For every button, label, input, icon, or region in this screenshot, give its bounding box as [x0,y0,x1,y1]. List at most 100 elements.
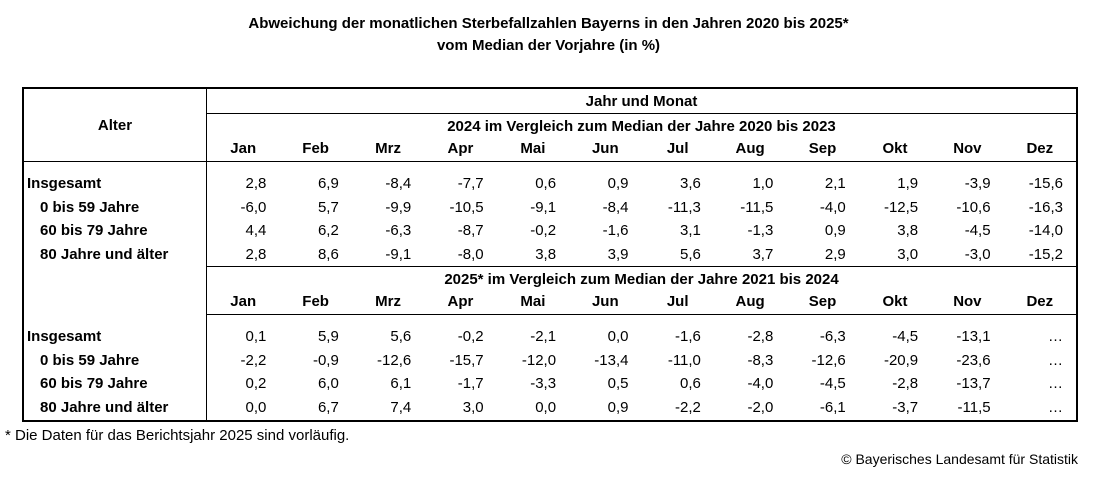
table-cell: 6,0 [317,375,339,392]
table-cell: -4,5 [892,328,919,345]
table-cell: -8,4 [602,198,629,216]
table-cell: 3,8 [535,245,557,263]
table-cell: 0,6 [680,375,701,392]
table-cell: 0,0 [535,398,557,416]
table-cell: -3,3 [530,375,557,392]
month-header-cell: Apr [447,140,474,157]
row-label: 60 bis 79 Jahre [40,222,148,239]
age-labels-block-2024: Insgesamt 0 bis 59 Jahre 60 bis 79 Jahre 80… [24,162,206,267]
month-header-cell: Feb [302,293,329,310]
month-header-cell: Okt [882,293,908,310]
table-cell: -1,3 [747,222,774,239]
row-label: 80 Jahre und älter [40,398,169,416]
row-label: 0 bis 59 Jahre [40,198,140,216]
table-cell: 5,6 [680,245,701,263]
mortality-deviation-table: Alter Insgesamt 0 bis 59 Jahre 60 bis 79 J… [22,87,1078,422]
table-cell: -1,6 [602,222,629,239]
table-cell: -2,2 [675,398,701,416]
table-cell: -2,2 [240,351,267,369]
table-row: 2,8 6,9 -8,4 -7,7 0,6 0,9 3,6 1,0 2,1 1,9 -3,9 -15,… [207,172,1076,196]
table-cell: -10,5 [449,198,484,216]
table-cell: 6,1 [390,375,412,392]
table-cell: 0,9 [607,175,629,192]
block-header-2025: 2025* im Vergleich zum Median der Jahre … [444,270,839,288]
table-cell: 0,9 [607,398,629,416]
data-columns: Jahr und Monat 2024 im Vergleich zum Med… [207,89,1076,420]
table-cell: -23,6 [956,351,991,369]
month-header-cell: Nov [953,140,982,157]
page-title: Abweichung der monatlichen Sterbefallzah… [0,13,1097,57]
data-block-2024: 2,8 6,9 -8,4 -7,7 0,6 0,9 3,6 1,0 2,1 1,9 -3,9 -15,… [207,162,1076,267]
table-cell: -12,5 [883,198,919,216]
row-label: 80 Jahre und älter [40,245,169,263]
table-cell: -3,0 [964,245,991,263]
table-cell: -4,0 [747,375,774,392]
table-cell: -8,7 [457,222,484,239]
age-column: Alter Insgesamt 0 bis 59 Jahre 60 bis 79 J… [24,89,207,420]
table-cell: 0,1 [245,328,267,345]
table-cell: -13,1 [956,328,991,345]
month-header-cell: Dez [1026,293,1054,310]
table-cell: 3,0 [897,245,919,263]
footnote: * Die Daten für das Berichtsjahr 2025 si… [5,427,350,444]
table-row: -2,2 -0,9 -12,6 -15,7 -12,0 -13,4 -11,0 -8,3 -12… [207,349,1076,373]
table-row: 0,2 6,0 6,1 -1,7 -3,3 0,5 0,6 -4,0 -4,5 -2,8 -13,7… [207,372,1076,396]
table-cell: -6,0 [240,198,267,216]
table-cell: -10,6 [956,198,991,216]
month-header-cell: Dez [1026,140,1054,157]
data-block-2025: 0,1 5,9 5,6 -0,2 -2,1 0,0 -1,6 -2,8 -6,3 -4,5 -13,… [207,315,1076,420]
month-header-cell: Jan [230,140,257,157]
row-label: Insgesamt [27,328,102,345]
table-cell: -3,9 [964,175,991,192]
table-cell: 2,1 [824,175,846,192]
table-cell: 5,9 [317,328,339,345]
months-row-2025: Jan Feb Mrz Apr Mai Jun Jul Aug Sep Okt Nov Dez [207,291,1076,315]
table-row: 0,0 6,7 7,4 3,0 0,0 0,9 -2,2 -2,0 -6,1 -3,7 -11,5… [207,396,1076,420]
month-header-cell: Mrz [375,293,401,310]
table-cell: -13,4 [594,351,629,369]
table-cell: -13,7 [956,375,991,392]
table-cell: 2,9 [824,245,846,263]
table-cell: -7,7 [457,175,484,192]
table-cell: -6,3 [819,328,846,345]
table-cell: 0,9 [824,222,846,239]
table-cell: -6,1 [819,398,846,416]
months-row-2024: Jan Feb Mrz Apr Mai Jun Jul Aug Sep Okt Nov Dez [207,138,1076,162]
month-header-cell: Mrz [375,140,401,157]
page-title-line1: Abweichung der monatlichen Sterbefallzah… [248,15,849,32]
month-header-cell: Feb [302,140,329,157]
table-cell: -11,0 [667,351,701,369]
table-row: 0,1 5,9 5,6 -0,2 -2,1 0,0 -1,6 -2,8 -6,3 -4,5 -13,… [207,325,1076,349]
page-title-line2: vom Median der Vorjahre (in %) [436,37,661,54]
table-cell: 3,7 [752,245,774,263]
month-header-cell: Sep [808,140,837,157]
month-header-cell: Aug [735,293,765,310]
row-label: 60 bis 79 Jahre [40,375,148,392]
table-cell: -1,7 [457,375,484,392]
table-cell: -8,3 [747,351,774,369]
month-header-cell: Nov [953,293,982,310]
table-cell: -2,8 [747,328,774,345]
month-header-cell: Jun [591,140,619,157]
table-cell: 3,1 [680,222,701,239]
table-cell: -16,3 [1028,198,1063,216]
month-header-cell: Mai [520,140,546,157]
month-header-cell: Okt [882,140,908,157]
table-cell: -1,6 [675,328,701,345]
table-cell: 0,0 [607,328,629,345]
table-cell: -11,3 [667,198,701,216]
table-cell: … [1047,398,1063,416]
table-cell: 7,4 [390,398,412,416]
table-cell: -12,6 [377,351,412,369]
age-labels-gap [24,267,206,315]
table-row: 4,4 6,2 -6,3 -8,7 -0,2 -1,6 3,1 -1,3 0,9 3,8 -4,5 -… [207,219,1076,243]
table-cell: -20,9 [883,351,919,369]
table-cell: 0,6 [535,175,557,192]
table-cell: 8,6 [317,245,339,263]
table-cell: 1,9 [897,175,919,192]
table-cell: -0,9 [312,351,339,369]
table-cell: -0,2 [530,222,557,239]
table-cell: -4,5 [964,222,991,239]
table-cell: -12,6 [811,351,846,369]
table-cell: … [1047,328,1063,345]
